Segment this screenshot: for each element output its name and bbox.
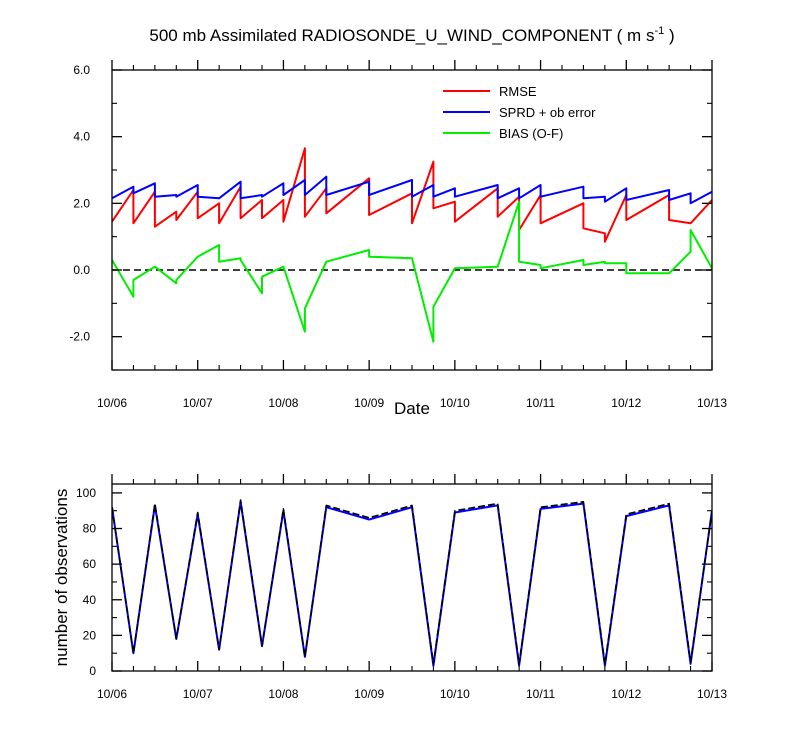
bottom-chart-panel: 10/06 10/07 10/08 10/09 10/10 10/11 10/12 10/13… <box>52 474 727 701</box>
series-line-dashed <box>112 499 712 665</box>
y-tick-label: -2.0 <box>69 330 90 344</box>
x-tick-label: 10/08 <box>268 396 298 410</box>
y-tick-label: 2.0 <box>73 196 90 210</box>
x-tick-label: 10/07 <box>183 687 213 701</box>
x-tick-label: 10/10 <box>440 396 470 410</box>
y-tick-label: 20 <box>83 628 97 642</box>
series-line-sprd-ob-error <box>112 175 712 205</box>
series-line-bias-o-f <box>112 200 712 343</box>
x-tick-label: 10/09 <box>354 396 384 410</box>
x-tick-label: 10/12 <box>611 687 641 701</box>
x-tick-label: 10/12 <box>611 396 641 410</box>
legend-label: RMSE <box>499 84 537 99</box>
y-axis-label: number of observations <box>52 489 71 667</box>
x-tick-label: 10/10 <box>440 687 470 701</box>
series-line-solid <box>112 500 712 667</box>
x-tick-label: 10/08 <box>268 687 298 701</box>
y-tick-label: 60 <box>83 557 97 571</box>
y-tick-label: 40 <box>83 593 97 607</box>
y-tick-label: 0 <box>89 664 96 678</box>
x-tick-label: 10/11 <box>526 687 555 701</box>
series-line-rmse <box>112 147 712 243</box>
legend-label: SPRD + ob error <box>499 105 596 120</box>
legend-label: BIAS (O-F) <box>499 126 563 141</box>
y-tick-label: 4.0 <box>73 130 90 144</box>
x-tick-label: 10/11 <box>526 396 555 410</box>
y-tick-label: 80 <box>83 522 97 536</box>
x-tick-label: 10/13 <box>697 687 727 701</box>
x-tick-label: 10/13 <box>697 396 727 410</box>
x-tick-label: 10/06 <box>97 396 127 410</box>
x-tick-label: 10/07 <box>183 396 213 410</box>
x-tick-label: 10/06 <box>97 687 127 701</box>
x-tick-label: 10/09 <box>354 687 384 701</box>
top-chart-panel: 10/06 10/07 10/08 10/09 10/10 10/11 10/12 10/13… <box>69 60 727 418</box>
x-axis-label: Date <box>394 399 430 418</box>
y-tick-label: 100 <box>76 486 96 500</box>
y-tick-label: 6.0 <box>73 63 90 77</box>
y-tick-label: 0.0 <box>73 263 90 277</box>
chart-title: 500 mb Assimilated RADIOSONDE_U_WIND_COM… <box>149 25 674 45</box>
